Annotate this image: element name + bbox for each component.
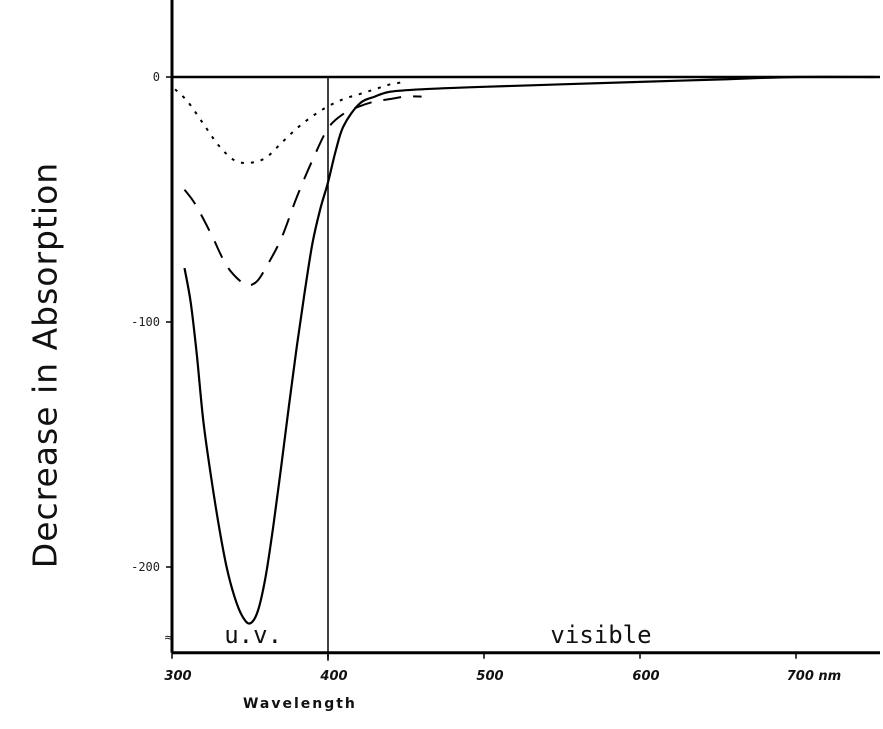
data-point-dotted bbox=[405, 81, 407, 83]
series-line-dotted bbox=[174, 80, 407, 164]
data-point-dashed bbox=[249, 284, 251, 286]
y-axis-break-mark: ≈ bbox=[164, 631, 173, 644]
y-tick-label: -100 bbox=[131, 315, 160, 329]
labels: 0 -100 -200 300 400 500 600 700 nm Wavelength u.v… bbox=[131, 70, 841, 712]
data-point-dotted bbox=[187, 101, 189, 103]
data-point-dotted bbox=[343, 98, 345, 100]
axes: ≈ bbox=[164, 0, 880, 661]
series-layer bbox=[174, 75, 875, 625]
region-label: visible bbox=[550, 621, 651, 649]
data-point-dashed bbox=[265, 267, 267, 269]
data-point-dashed bbox=[210, 233, 212, 235]
data-point-dotted bbox=[296, 127, 298, 129]
data-point-dotted bbox=[265, 157, 267, 159]
data-point-dotted bbox=[249, 162, 251, 164]
data-point-dashed bbox=[226, 265, 228, 267]
y-tick-label: 0 bbox=[153, 70, 160, 84]
x-axis-title: Wavelength bbox=[243, 696, 357, 712]
x-tick-label: 300 bbox=[164, 669, 191, 684]
data-point-dotted bbox=[311, 115, 313, 117]
y-tick-label: -200 bbox=[131, 560, 160, 574]
x-tick-label: 600 bbox=[632, 669, 659, 684]
data-point-dotted bbox=[374, 88, 376, 90]
x-tick-label: 400 bbox=[319, 669, 347, 684]
data-point-dashed bbox=[280, 238, 282, 240]
data-point-dashed bbox=[405, 96, 407, 98]
data-point-dotted bbox=[202, 123, 204, 125]
series-line-dashed bbox=[183, 95, 422, 287]
data-point-dashed bbox=[311, 159, 313, 161]
x-tick-label: 700 nm bbox=[787, 669, 841, 684]
x-tick-label: 500 bbox=[476, 669, 503, 684]
series-line-solid bbox=[183, 75, 875, 625]
data-point-dashed bbox=[374, 101, 376, 103]
data-point-dotted bbox=[280, 142, 282, 144]
data-point-dashed bbox=[241, 282, 243, 284]
region-label: u.v. bbox=[224, 621, 282, 649]
